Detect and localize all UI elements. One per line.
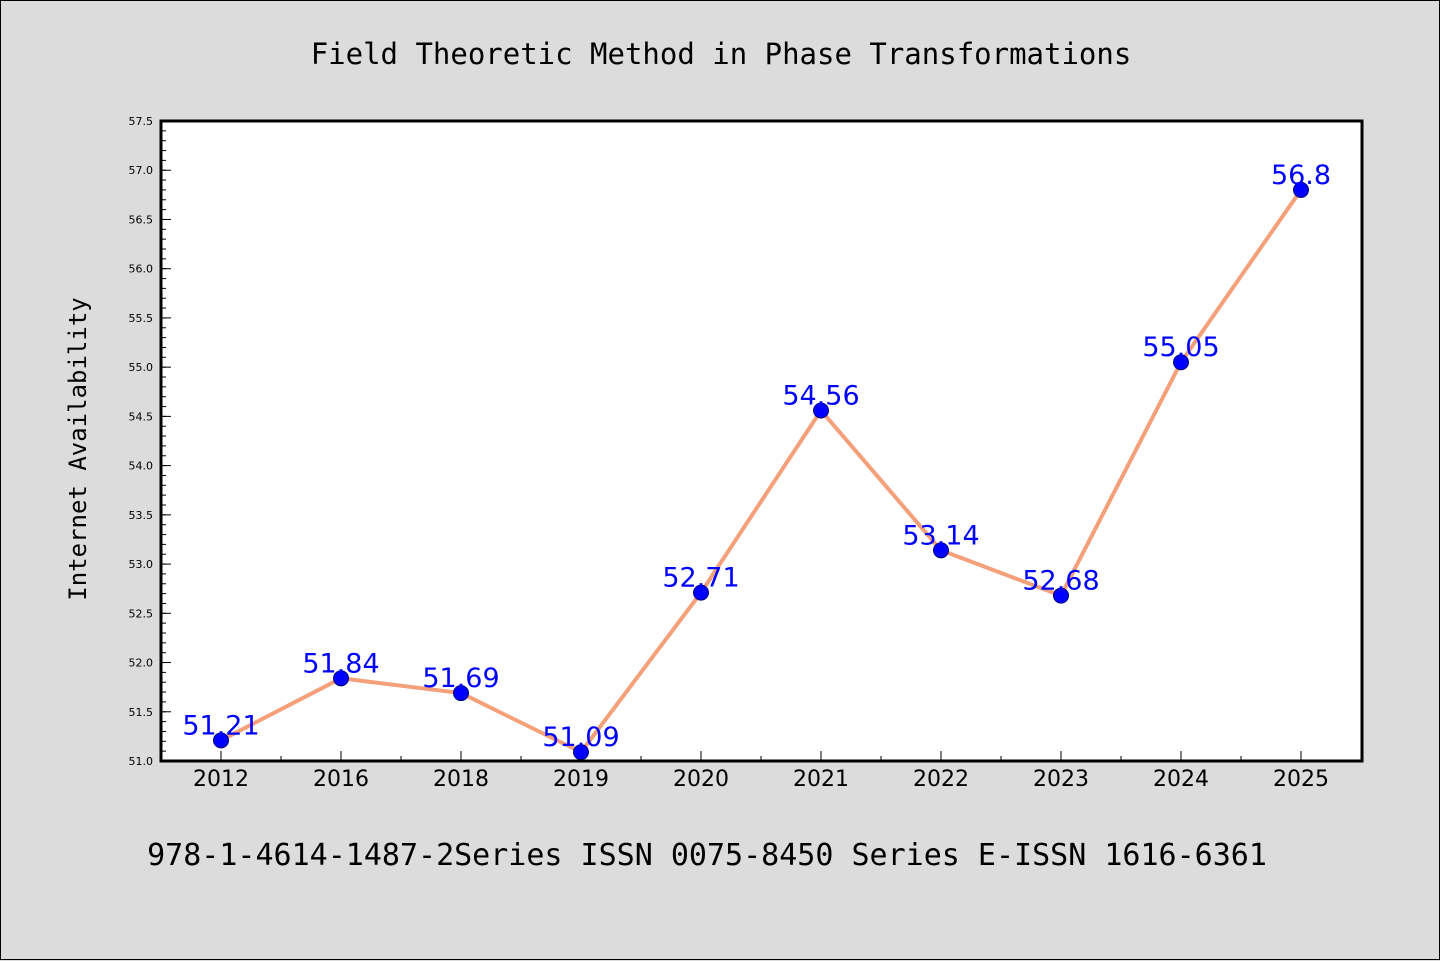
data-point (933, 542, 949, 559)
data-point (1173, 354, 1189, 371)
data-label: 54.56 (782, 380, 859, 411)
axis-ticks: 51.0 51.5 52.0 52.5 53.0 53.5 54.0 54.5 55.0 55.5… (129, 115, 1362, 792)
y-tick-label: 57.0 (129, 164, 154, 177)
x-tick-label: 2012 (193, 767, 249, 792)
x-tick-label: 2019 (553, 767, 609, 792)
y-tick-label: 51.0 (129, 755, 154, 768)
series-line (220, 188, 1303, 755)
data-label: 52.71 (662, 563, 739, 594)
y-tick-label: 54.0 (129, 460, 154, 473)
x-tick-label: 2024 (1153, 767, 1209, 792)
x-tick-label: 2020 (673, 767, 729, 792)
x-tick-label: 2023 (1033, 767, 1089, 792)
x-tick-label: 2022 (913, 767, 969, 792)
footer-text: 978-1-4614-1487-2Series ISSN 0075-8450 S… (147, 838, 1267, 873)
data-point (213, 732, 229, 749)
plot-area (161, 121, 1362, 761)
data-labels: 51.21 51.84 51.69 51.09 52.71 54.56 53.14 52.68… (182, 160, 1331, 753)
data-label: 51.84 (302, 648, 379, 679)
x-tick-label: 2018 (433, 767, 489, 792)
data-label: 51.21 (182, 710, 259, 741)
data-label: 55.05 (1142, 332, 1219, 363)
data-point (333, 670, 349, 687)
data-label: 51.09 (542, 722, 619, 753)
y-tick-label: 54.5 (129, 410, 154, 423)
chart-title: Field Theoretic Method in Phase Transfor… (311, 37, 1132, 71)
data-point (813, 402, 829, 419)
x-tick-label: 2025 (1273, 767, 1329, 792)
data-label: 53.14 (902, 520, 979, 551)
y-tick-label: 53.0 (129, 558, 154, 571)
y-tick-label: 55.0 (129, 361, 154, 374)
y-tick-label: 52.0 (129, 657, 154, 670)
y-tick-label: 51.5 (129, 706, 154, 719)
data-point (693, 584, 709, 601)
y-tick-label: 52.5 (129, 607, 154, 620)
y-tick-label: 56.5 (129, 213, 154, 226)
data-label: 52.68 (1022, 566, 1099, 597)
y-tick-label: 57.5 (129, 115, 154, 128)
series-group (213, 181, 1309, 761)
data-label: 51.69 (422, 663, 499, 694)
data-label: 56.8 (1271, 160, 1331, 191)
y-tick-label: 56.0 (129, 263, 154, 276)
y-tick-label: 55.5 (129, 312, 154, 325)
data-point (1053, 587, 1069, 604)
plot-border (159, 119, 1364, 763)
x-tick-label: 2021 (793, 767, 849, 792)
x-tick-label: 2016 (313, 767, 369, 792)
data-point (453, 685, 469, 702)
y-tick-label: 53.5 (129, 509, 154, 522)
y-axis-label: Internet Availability (64, 297, 92, 600)
data-point (1293, 181, 1309, 198)
